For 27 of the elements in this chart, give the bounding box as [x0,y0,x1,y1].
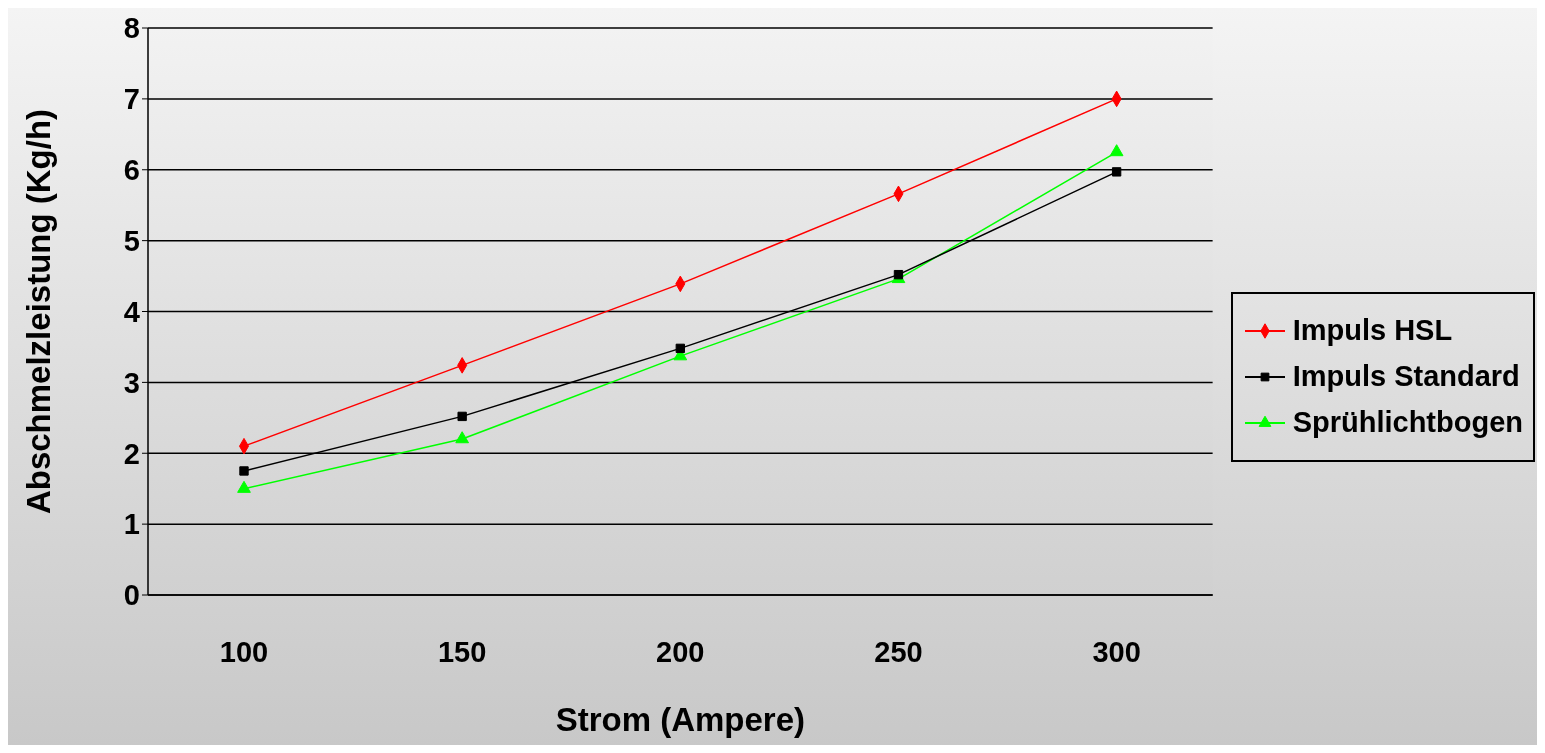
point [1111,167,1122,177]
y-axis-title: Abschmelzleistung (Kg/h) [19,108,57,515]
y-tick-label: 4 [123,295,140,328]
x-tick-label: 200 [656,635,705,668]
y-tick-label: 8 [123,12,140,45]
legend-label: Impuls Standard [1292,360,1520,393]
point [1109,144,1124,157]
point [455,431,470,444]
y-tick-label: 5 [123,224,140,257]
point [457,411,467,422]
legend-label: Impuls HSL [1292,314,1453,347]
y-tick-label: 6 [123,154,140,187]
x-tick-label: 250 [874,635,923,668]
x-tick-label: 150 [437,635,487,668]
x-axis-title: Strom (Ampere) [555,701,805,738]
y-tick-label: 7 [123,83,140,116]
y-tick-label: 1 [123,508,140,541]
point [675,343,685,354]
x-tick-label: 300 [1092,635,1141,668]
point [239,466,249,476]
y-tick-label: 2 [123,437,140,470]
y-tick-label: 3 [123,366,140,399]
x-tick-label: 100 [219,635,269,668]
y-tick-label: 0 [123,579,140,612]
point [893,269,904,280]
point [237,480,251,493]
legend-label: Sprühlichtbogen [1292,406,1523,439]
